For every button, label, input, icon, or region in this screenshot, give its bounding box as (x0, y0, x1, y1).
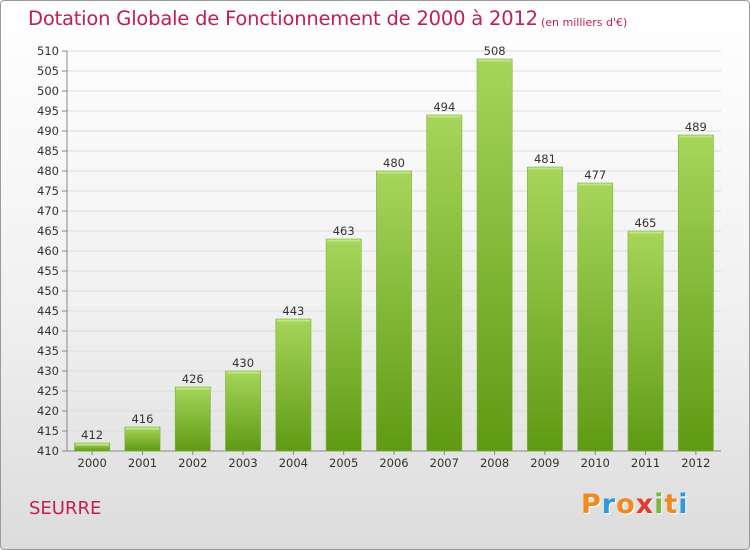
x-tick-label: 2000 (78, 456, 107, 470)
x-tick-label: 2003 (228, 456, 257, 470)
bar (124, 426, 161, 452)
bar (627, 230, 664, 452)
data-label: 416 (131, 412, 153, 426)
y-tick-label: 455 (37, 264, 59, 278)
logo-letter: x (635, 489, 655, 520)
y-tick-label: 430 (37, 364, 59, 378)
y-tick-label: 410 (37, 444, 59, 458)
data-label: 443 (282, 304, 304, 318)
data-label: 477 (584, 168, 606, 182)
y-tick-label: 460 (37, 244, 59, 258)
x-tick-label: 2007 (430, 456, 459, 470)
x-tick-label: 2006 (379, 456, 408, 470)
x-tick-label: 2008 (480, 456, 509, 470)
bars (74, 58, 714, 452)
y-tick-label: 440 (37, 324, 59, 338)
x-tick-label: 2002 (178, 456, 207, 470)
data-label: 508 (484, 44, 506, 58)
logo-letter: P (581, 489, 602, 520)
logo-letter: i (654, 489, 665, 520)
bar (577, 182, 614, 452)
proxiti-logo: Proxiti (581, 489, 689, 520)
x-tick-label: 2001 (128, 456, 157, 470)
bar (476, 58, 513, 452)
bar (527, 166, 563, 452)
data-label: 489 (685, 120, 707, 134)
chart-subtitle: (en milliers d'€) (541, 16, 628, 29)
logo-letter: r (601, 489, 617, 520)
y-tick-label: 415 (37, 424, 59, 438)
y-tick-label: 480 (37, 164, 59, 178)
data-label: 481 (534, 152, 556, 166)
logo-letter: o (616, 489, 636, 520)
y-tick-label: 510 (37, 44, 59, 58)
y-tick-label: 435 (37, 344, 59, 358)
y-tick-label: 450 (37, 284, 59, 298)
y-tick-label: 505 (37, 64, 59, 78)
bar (426, 114, 463, 452)
data-label: 426 (182, 372, 204, 386)
data-label: 430 (232, 356, 254, 370)
data-label: 465 (635, 216, 657, 230)
bar (325, 238, 362, 452)
y-tick-label: 485 (37, 144, 59, 158)
bar (376, 170, 412, 452)
x-tick-label: 2012 (681, 456, 710, 470)
bar (74, 442, 111, 452)
data-label: 480 (383, 156, 405, 170)
logo-letter: t (664, 489, 679, 520)
bar (225, 370, 261, 452)
y-tick-label: 425 (37, 384, 59, 398)
chart-title: Dotation Globale de Fonctionnement de 20… (28, 7, 538, 30)
bar (275, 318, 312, 452)
data-labels: 412 416 426 430 443 463 480 494 508 481 477 465 489 (81, 44, 707, 442)
y-tick-label: 465 (37, 224, 59, 238)
y-tick-label: 420 (37, 404, 59, 418)
x-tick-label: 2005 (329, 456, 358, 470)
y-tick-label: 470 (37, 204, 59, 218)
data-label: 494 (433, 100, 455, 114)
y-tick-label: 490 (37, 124, 59, 138)
commune-name: SEURRE (29, 498, 102, 519)
bar (174, 386, 211, 452)
tick-labels: 410 415 420 425 430 435 440 445 450 455 460 465 470 4… (37, 44, 710, 470)
x-tick-label: 2011 (631, 456, 660, 470)
logo-letter: i (678, 489, 689, 520)
data-label: 412 (81, 428, 103, 442)
bar (677, 134, 714, 452)
y-tick-label: 445 (37, 304, 59, 318)
y-tick-label: 500 (37, 84, 59, 98)
y-tick-label: 475 (37, 184, 59, 198)
x-tick-label: 2009 (530, 456, 559, 470)
x-tick-label: 2010 (581, 456, 610, 470)
data-label: 463 (333, 224, 355, 238)
x-tick-label: 2004 (279, 456, 308, 470)
y-tick-label: 495 (37, 104, 59, 118)
